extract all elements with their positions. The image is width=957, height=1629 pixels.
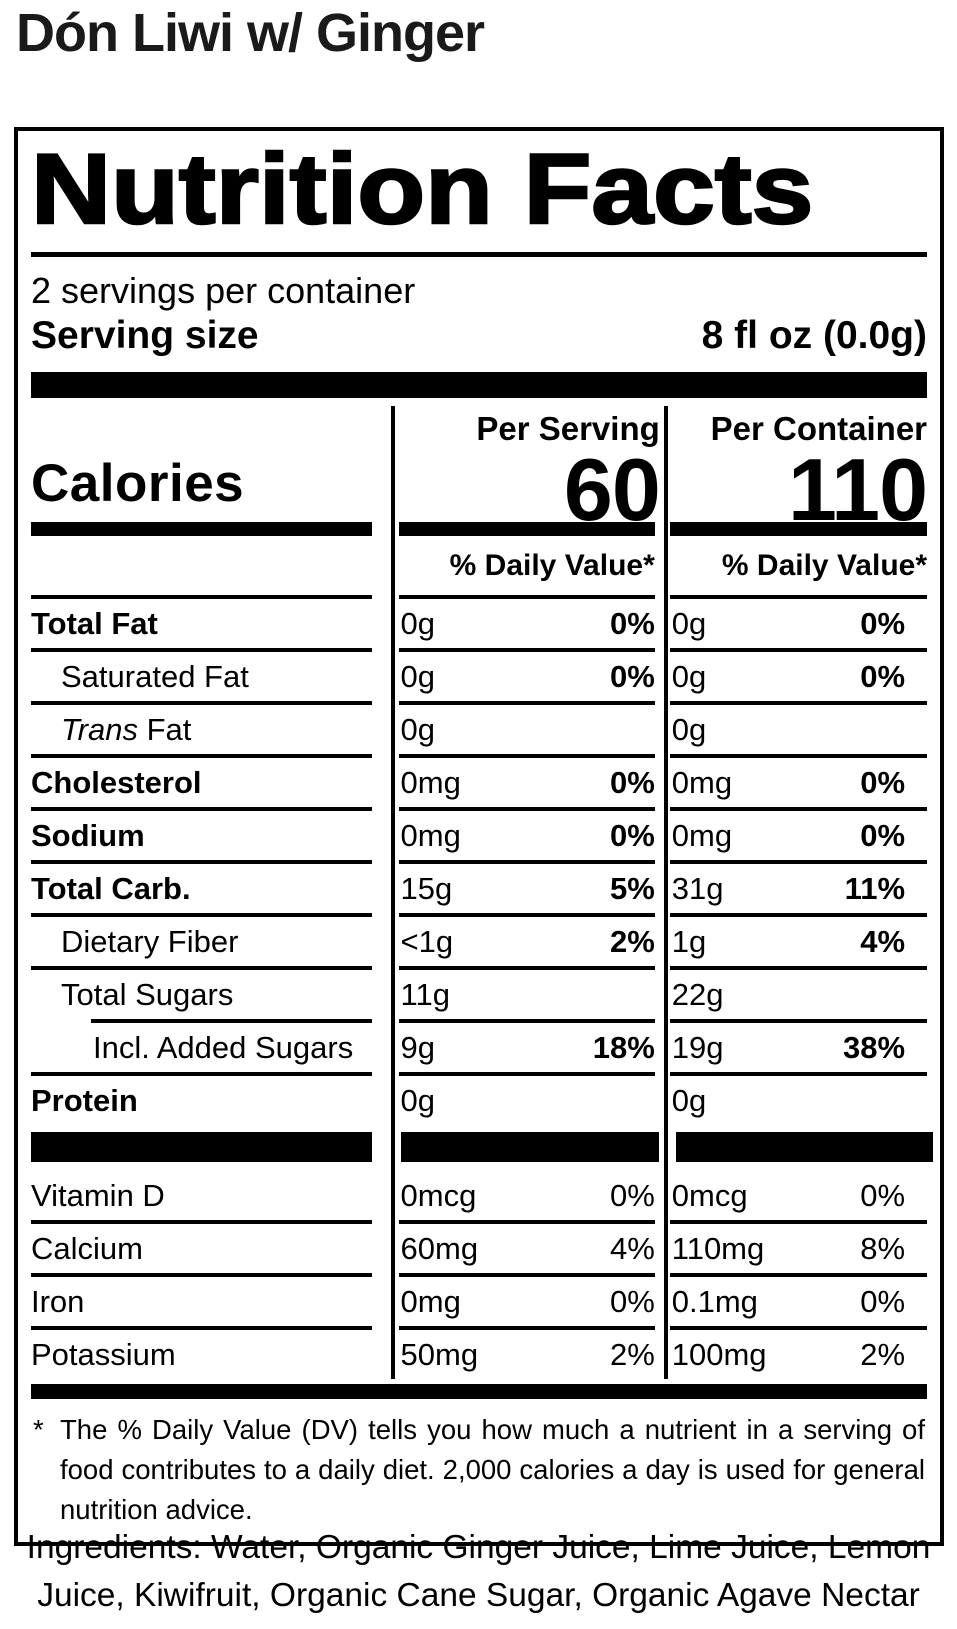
amount: 0g <box>400 1082 436 1118</box>
servings-per-container: 2 servings per container <box>31 269 416 311</box>
row-total-sugars: Total Sugars 11g 22g <box>31 966 928 1019</box>
dv: 0% <box>609 658 655 694</box>
amount: 0g <box>400 605 436 641</box>
page-title: Dón Liwi w/ Ginger <box>16 3 485 63</box>
amount: 0mcg <box>671 1177 748 1213</box>
amount: 0mg <box>400 1283 461 1319</box>
dv: 5% <box>609 870 655 906</box>
row-iron: Iron 0mg 0% 0.1mg 0% <box>31 1273 928 1326</box>
amount: 110mg <box>671 1230 765 1266</box>
dv: 2% <box>609 923 655 959</box>
dv: 2% <box>609 1336 655 1372</box>
dv-header-container: % Daily Value* <box>721 548 927 582</box>
dv: 0% <box>860 764 906 800</box>
dv: 38% <box>842 1029 906 1065</box>
row-dietary-fiber: Dietary Fiber <1g 2% 1g 4% <box>31 913 928 966</box>
amount: 0.1mg <box>671 1283 758 1319</box>
calories-word: Calories <box>31 454 245 514</box>
column-divider-1 <box>391 406 395 1380</box>
amount: 22g <box>671 976 724 1012</box>
row-vitamin-d: Vitamin D 0mcg 0% 0mcg 0% <box>31 1177 906 1213</box>
footnote-text: The % Daily Value (DV) tells you how muc… <box>60 1414 925 1525</box>
serving-size-row: Serving size 8 fl oz (0.0g) <box>31 314 927 359</box>
section-separator <box>31 1125 933 1167</box>
amount: 0mg <box>671 764 733 800</box>
label-title: Nutrition Facts <box>30 133 815 244</box>
dv: 0% <box>609 1283 655 1319</box>
amount: <1g <box>400 923 454 959</box>
calories-row: Calories Per Serving 60 Per Container 11… <box>31 406 928 540</box>
amount: 0g <box>671 711 707 747</box>
footnote-bar <box>31 1384 927 1400</box>
dv: 4% <box>860 923 906 959</box>
row-calcium: Calcium 60mg 4% 110mg 8% <box>31 1220 928 1273</box>
nutrition-facts-label: Nutrition Facts 2 servings per container… <box>14 127 944 1546</box>
amount: 0g <box>671 658 707 694</box>
amount: 11g <box>400 976 450 1012</box>
dv: 0% <box>860 1177 906 1213</box>
amount: 0mcg <box>400 1177 477 1213</box>
dv: 4% <box>609 1230 655 1266</box>
ingredients-text: Ingredients: Water, Organic Ginger Juice… <box>26 1529 931 1614</box>
footnote-asterisk: * <box>33 1414 44 1446</box>
dv: 0% <box>609 1177 655 1213</box>
dv: 0% <box>860 1283 906 1319</box>
dv: 0% <box>860 658 906 694</box>
dv: 0% <box>609 817 655 853</box>
dv: 0% <box>860 605 906 641</box>
amount: 31g <box>671 870 724 906</box>
dv-header-serving: % Daily Value* <box>449 548 655 582</box>
row-potassium: Potassium 50mg 2% 100mg 2% <box>31 1326 928 1379</box>
serving-size-bar <box>31 372 927 399</box>
dv: 0% <box>609 764 655 800</box>
row-saturated-fat: Saturated Fat 0g 0% 0g 0% <box>31 648 928 701</box>
amount: 15g <box>400 870 453 906</box>
calories-per-container: 110 <box>788 440 928 540</box>
row-total-carb: Total Carb. 15g 5% 31g 11% <box>31 860 928 913</box>
row-trans-fat: Trans Fat 0g 0g <box>31 701 928 754</box>
amount: 0mg <box>400 817 461 853</box>
dv: 0% <box>860 817 906 853</box>
row-total-fat: Total Fat 0g 0% 0g 0% <box>31 595 928 648</box>
daily-value-header-row: % Daily Value* % Daily Value* <box>31 536 927 595</box>
amount: 0g <box>671 605 707 641</box>
amount: 0g <box>400 658 436 694</box>
nutrients-grid: Calories Per Serving 60 Per Container 11… <box>31 406 933 1380</box>
footnote: * The % Daily Value (DV) tells you how m… <box>31 1410 927 1530</box>
title-rule <box>31 251 927 257</box>
per-container-header: Per Container <box>710 410 928 448</box>
amount: 19g <box>671 1029 724 1065</box>
row-added-sugars: Incl. Added Sugars 9g 18% 19g 38% <box>31 1019 928 1072</box>
calories-underbar <box>31 522 372 537</box>
dv: 2% <box>860 1336 906 1372</box>
amount: 0g <box>400 711 436 747</box>
amount: 9g <box>400 1029 436 1065</box>
serving-size-value: 8 fl oz (0.0g) <box>701 314 927 358</box>
amount: 1g <box>671 923 707 959</box>
serving-size-label: Serving size <box>31 314 259 358</box>
per-serving-header: Per Serving <box>476 410 660 448</box>
row-cholesterol: Cholesterol 0mg 0% 0mg 0% <box>31 754 928 807</box>
amount: 0g <box>671 1082 707 1118</box>
dv: 0% <box>609 605 655 641</box>
calories-per-serving: 60 <box>563 440 661 540</box>
amount: 0mg <box>400 764 461 800</box>
amount: 100mg <box>671 1336 767 1372</box>
row-protein: Protein 0g 0g <box>31 1072 928 1125</box>
amount: 0mg <box>671 817 733 853</box>
amount: 60mg <box>400 1230 479 1266</box>
row-sodium: Sodium 0mg 0% 0mg 0% <box>31 807 928 860</box>
amount: 50mg <box>400 1336 479 1372</box>
column-divider-2 <box>664 406 668 1380</box>
dv: 18% <box>592 1029 655 1065</box>
dv: 11% <box>844 870 906 906</box>
dv: 8% <box>860 1230 906 1266</box>
